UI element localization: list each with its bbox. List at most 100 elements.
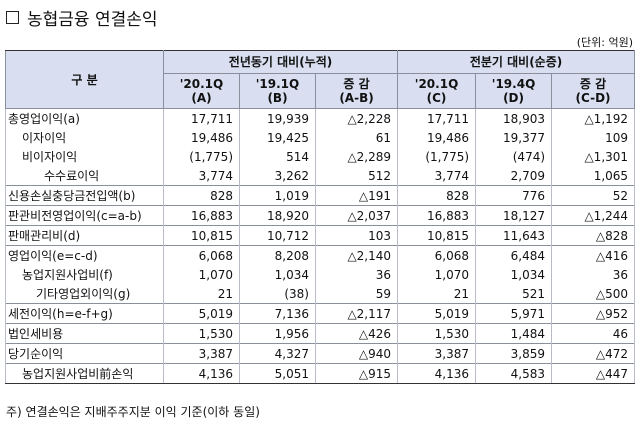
cell-value: △2,117 xyxy=(314,303,399,324)
row-label: 총영업이익(a) xyxy=(5,108,164,128)
cell-value: 16,883 xyxy=(163,205,240,226)
cell-value: 6,484 xyxy=(475,245,553,265)
cell-value: 1,070 xyxy=(163,265,240,284)
cell-value: 16,883 xyxy=(397,205,477,226)
page-title: 농협금융 연결손익 xyxy=(6,4,158,30)
cell-value: (1,775) xyxy=(397,147,477,166)
cell-value: 514 xyxy=(239,147,316,166)
table-row: 신용손실충당금전입액(b) 828 1,019 △191 828 776 52 xyxy=(5,185,636,206)
cell-value: △426 xyxy=(314,323,399,344)
cell-value: 6,068 xyxy=(163,245,240,265)
cell-value: △472 xyxy=(551,343,636,364)
table-row: 농업지원사업비前손익 4,136 5,051 △915 4,136 4,583 △447 xyxy=(5,363,636,384)
row-label: 이자이익 xyxy=(5,128,164,147)
cell-value: 6,068 xyxy=(397,245,477,265)
cell-value: 21 xyxy=(163,284,240,304)
row-label: 영업이익(e=c-d) xyxy=(5,245,164,265)
cell-value: 828 xyxy=(397,185,477,206)
table-row: 당기순이익 3,387 4,327 △940 3,387 3,859 △472 xyxy=(5,343,636,364)
cell-value: 1,034 xyxy=(475,265,553,284)
table-row: 이자이익 19,486 19,425 61 19,486 19,377 109 xyxy=(5,128,636,147)
cell-value: 59 xyxy=(314,284,399,304)
cell-value: 4,583 xyxy=(475,363,553,384)
cell-value: (38) xyxy=(239,284,316,304)
cell-value: 512 xyxy=(314,166,399,186)
row-label: 당기순이익 xyxy=(5,343,164,364)
cell-value: 3,774 xyxy=(397,166,477,186)
cell-value: 521 xyxy=(475,284,553,304)
cell-value: 18,127 xyxy=(475,205,553,226)
cell-value: △447 xyxy=(551,363,636,384)
row-label: 농업지원사업비(f) xyxy=(5,265,164,284)
cell-value: △2,037 xyxy=(314,205,399,226)
cell-value: △1,244 xyxy=(551,205,636,226)
cell-value: 19,486 xyxy=(163,128,240,147)
cell-value: 3,774 xyxy=(163,166,240,186)
row-label: 비이자이익 xyxy=(5,147,164,166)
cell-value: 19,425 xyxy=(239,128,316,147)
cell-value: 1,065 xyxy=(551,166,636,186)
cell-value: 1,530 xyxy=(397,323,477,344)
cell-value: 8,208 xyxy=(239,245,316,265)
row-label: 판매관리비(d) xyxy=(5,225,164,246)
cell-value: 5,971 xyxy=(475,303,553,324)
cell-value: 828 xyxy=(163,185,240,206)
footnote: 주) 연결손익은 지배주주지분 이익 기준(이하 동일) xyxy=(6,405,260,419)
header-col: 증 감 (C-D) xyxy=(551,73,636,109)
table-row: 세전이익(h=e-f+g) 5,019 7,136 △2,117 5,019 5,971 △… xyxy=(5,303,636,324)
cell-value: (1,775) xyxy=(163,147,240,166)
row-label: 법인세비용 xyxy=(5,323,164,344)
cell-value: 17,711 xyxy=(163,108,240,128)
row-label: 기타영업외이익(g) xyxy=(5,284,164,304)
cell-value: 1,484 xyxy=(475,323,553,344)
income-table: 구 분 전년동기 대비(누적) 전분기 대비(순증) '20.1Q (A) '19… xyxy=(5,50,636,384)
cell-value: 109 xyxy=(551,128,636,147)
cell-value: 4,327 xyxy=(239,343,316,364)
cell-value: 10,712 xyxy=(239,225,316,246)
cell-value: △2,228 xyxy=(314,108,399,128)
checkbox-icon xyxy=(6,10,19,24)
row-label: 수수료이익 xyxy=(5,166,164,186)
table-row: 법인세비용 1,530 1,956 △426 1,530 1,484 46 xyxy=(5,323,636,344)
cell-value: 52 xyxy=(551,185,636,206)
cell-value: △828 xyxy=(551,225,636,246)
row-label: 세전이익(h=e-f+g) xyxy=(5,303,164,324)
table-row: 농업지원사업비(f) 1,070 1,034 36 1,070 1,034 36 xyxy=(5,265,636,284)
cell-value: 61 xyxy=(314,128,399,147)
cell-value: 4,136 xyxy=(397,363,477,384)
cell-value: 10,815 xyxy=(163,225,240,246)
cell-value: 1,956 xyxy=(239,323,316,344)
cell-value: 5,019 xyxy=(397,303,477,324)
cell-value: 19,377 xyxy=(475,128,553,147)
header-category: 구 분 xyxy=(5,50,164,109)
cell-value: 18,920 xyxy=(239,205,316,226)
cell-value: 2,709 xyxy=(475,166,553,186)
header-group-qoq: 전분기 대비(순증) xyxy=(397,50,636,74)
header-group-yoy: 전년동기 대비(누적) xyxy=(162,50,399,74)
cell-value: 776 xyxy=(475,185,553,206)
cell-value: 5,019 xyxy=(163,303,240,324)
cell-value: 1,034 xyxy=(239,265,316,284)
cell-value: 3,262 xyxy=(239,166,316,186)
cell-value: 36 xyxy=(314,265,399,284)
cell-value: 7,136 xyxy=(239,303,316,324)
cell-value: 19,486 xyxy=(397,128,477,147)
cell-value: 18,903 xyxy=(475,108,553,128)
table-row: 기타영업외이익(g) 21 (38) 59 21 521 △500 xyxy=(5,284,636,304)
cell-value: 1,019 xyxy=(239,185,316,206)
cell-value: 103 xyxy=(314,225,399,246)
title-text: 농협금융 연결손익 xyxy=(27,9,158,30)
cell-value: (474) xyxy=(475,147,553,166)
unit-label: (단위: 억원) xyxy=(576,36,633,49)
cell-value: △416 xyxy=(551,245,636,265)
cell-value: △500 xyxy=(551,284,636,304)
cell-value: △952 xyxy=(551,303,636,324)
table-row: 판매관리비(d) 10,815 10,712 103 10,815 11,643 △828 xyxy=(5,225,636,246)
cell-value: 1,070 xyxy=(397,265,477,284)
row-label: 농업지원사업비前손익 xyxy=(5,363,164,384)
cell-value: 46 xyxy=(551,323,636,344)
table-row: 비이자이익 (1,775) 514 △2,289 (1,775) (474) △1,301 xyxy=(5,147,636,166)
cell-value: △940 xyxy=(314,343,399,364)
header-col: '19.1Q (B) xyxy=(239,73,316,109)
